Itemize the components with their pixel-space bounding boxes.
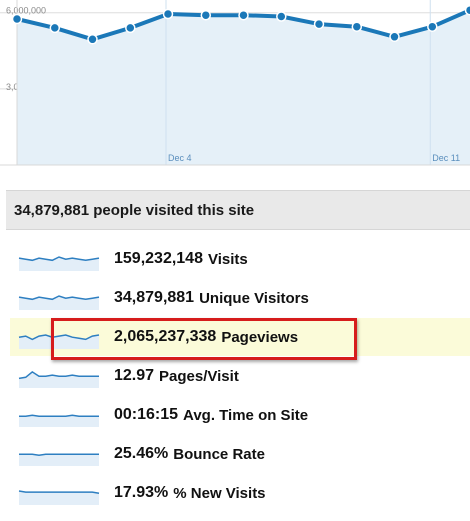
- metric-label[interactable]: % New Visits: [173, 484, 266, 502]
- metric-value: 25.46%: [114, 445, 169, 462]
- metric-value: 159,232,148: [114, 250, 203, 267]
- annotation-highlight-box: [51, 318, 357, 360]
- metric-label[interactable]: Bounce Rate: [173, 445, 265, 463]
- data-point: [427, 21, 438, 32]
- metric-label[interactable]: Unique Visitors: [199, 289, 309, 307]
- data-point: [276, 11, 287, 22]
- sparkline: [18, 442, 100, 466]
- metric-row[interactable]: 25.46% Bounce Rate: [10, 435, 470, 473]
- data-point: [125, 22, 136, 34]
- sparkline: [18, 364, 100, 388]
- data-point: [464, 4, 470, 16]
- metric-label[interactable]: Avg. Time on Site: [183, 406, 309, 424]
- sparkline: [18, 247, 100, 271]
- sparkline-line: [18, 295, 100, 301]
- data-point: [11, 13, 23, 25]
- sparkline-line: [19, 453, 99, 457]
- data-point: [389, 31, 400, 43]
- y-tick-label: 6,000,000: [6, 6, 46, 16]
- sparkline-line: [19, 414, 99, 418]
- sparkline-line: [18, 334, 100, 341]
- metric-value: 00:16:15: [114, 406, 179, 423]
- metric-row[interactable]: 00:16:15 Avg. Time on Site: [10, 396, 470, 434]
- metric-label[interactable]: Visits: [207, 250, 248, 268]
- metric-row[interactable]: 159,232,148 Visits: [10, 240, 470, 278]
- data-point: [49, 22, 61, 34]
- sparkline-line: [18, 490, 100, 494]
- summary-header: 34,879,881 people visited this site: [6, 190, 470, 230]
- metric-value: 17.93%: [114, 484, 169, 501]
- data-point: [313, 18, 325, 30]
- x-tick-label: Dec 4: [168, 153, 192, 163]
- sparkline-area: [19, 454, 99, 466]
- series-area: [17, 10, 470, 166]
- sparkline-line: [18, 370, 99, 380]
- metric-value: 12.97: [114, 367, 155, 384]
- metric-row[interactable]: 2,065,237,338 Pageviews: [10, 318, 470, 356]
- sparkline: [18, 325, 100, 349]
- sparkline: [18, 403, 100, 427]
- metric-value: 34,879,881: [114, 289, 195, 306]
- data-point: [351, 21, 363, 32]
- summary-text: 34,879,881 people visited this site: [14, 201, 255, 219]
- sparkline-area: [19, 257, 99, 271]
- x-tick-label: Dec 11: [432, 153, 460, 163]
- metric-row[interactable]: 17.93%% New Visits: [10, 474, 470, 512]
- sparkline: [18, 286, 100, 310]
- data-point: [87, 34, 98, 45]
- sparkline-area: [19, 415, 99, 427]
- data-point: [200, 9, 212, 21]
- sparkline: [18, 481, 100, 505]
- metric-row[interactable]: 12.97 Pages/Visit: [10, 357, 470, 395]
- data-point: [238, 9, 249, 21]
- metric-value: 2,065,237,338: [114, 328, 217, 345]
- sparkline-area: [19, 491, 99, 505]
- sparkline-line: [18, 256, 100, 262]
- sparkline-area: [19, 296, 99, 310]
- metric-label[interactable]: Pageviews: [221, 328, 299, 346]
- sparkline-area: [19, 371, 99, 388]
- data-point: [162, 8, 174, 20]
- metric-row[interactable]: 34,879,881 Unique Visitors: [10, 279, 470, 317]
- metric-label[interactable]: Pages/Visit: [159, 367, 239, 385]
